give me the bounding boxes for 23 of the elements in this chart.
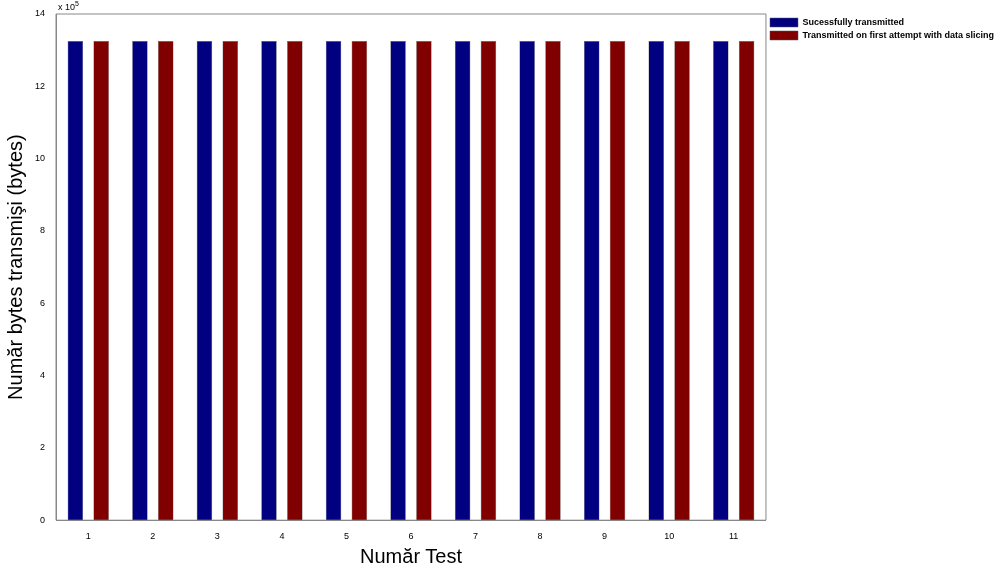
y-tick-label: 4 xyxy=(40,370,46,381)
y-tick-label: 2 xyxy=(40,442,46,453)
x-tick-label: 6 xyxy=(408,531,414,542)
x-axis-title: Număr Test xyxy=(360,544,463,567)
y-tick-label: 8 xyxy=(40,225,46,236)
legend-label: Transmitted on first attempt with data slicing xyxy=(802,29,995,40)
y-axis-title: Număr bytes transmişi (bytes) xyxy=(3,134,26,400)
x-tick-label: 1 xyxy=(85,531,91,542)
x-tick-label: 5 xyxy=(343,531,349,542)
y-tick-label: 12 xyxy=(35,80,46,91)
x-tick-label: 4 xyxy=(279,531,285,542)
y-tick-label: 14 xyxy=(35,8,46,19)
x-tick-label: 3 xyxy=(214,531,220,542)
x-tick-label: 2 xyxy=(150,531,156,542)
legend-label: Sucessfully transmitted xyxy=(802,16,905,27)
x-tick-label: 10 xyxy=(664,531,675,542)
x-tick-label: 9 xyxy=(602,531,608,542)
y-tick-label: 0 xyxy=(40,514,46,525)
x-tick-label: 8 xyxy=(537,531,543,542)
y-tick-label: 6 xyxy=(40,297,46,308)
y-tick-label: 10 xyxy=(35,153,46,164)
x-tick-label: 7 xyxy=(473,531,479,542)
x-tick-label: 11 xyxy=(729,531,739,542)
